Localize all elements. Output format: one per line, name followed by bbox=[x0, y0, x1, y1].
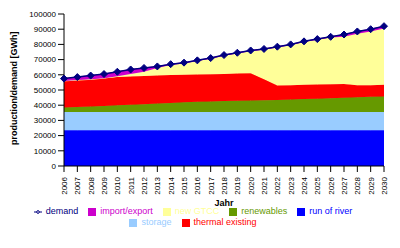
svg-text:2021: 2021 bbox=[260, 176, 269, 194]
svg-text:60000: 60000 bbox=[34, 71, 57, 80]
svg-text:2013: 2013 bbox=[153, 176, 162, 194]
svg-text:20000: 20000 bbox=[34, 131, 57, 140]
svg-text:2029: 2029 bbox=[367, 176, 376, 194]
svg-text:100000: 100000 bbox=[29, 10, 56, 19]
svg-text:0: 0 bbox=[52, 162, 57, 171]
svg-text:2027: 2027 bbox=[340, 176, 349, 194]
svg-text:2026: 2026 bbox=[327, 176, 336, 194]
svg-text:10000: 10000 bbox=[34, 147, 57, 156]
svg-text:2018: 2018 bbox=[220, 176, 229, 194]
svg-text:2015: 2015 bbox=[180, 176, 189, 194]
svg-text:2022: 2022 bbox=[273, 176, 282, 194]
svg-text:2023: 2023 bbox=[287, 176, 296, 194]
svg-text:80000: 80000 bbox=[34, 40, 57, 49]
svg-text:production/demand [GWh]: production/demand [GWh] bbox=[9, 32, 19, 145]
svg-text:2012: 2012 bbox=[140, 176, 149, 194]
svg-text:2009: 2009 bbox=[100, 176, 109, 194]
svg-text:90000: 90000 bbox=[34, 25, 57, 34]
svg-text:30000: 30000 bbox=[34, 116, 57, 125]
svg-text:50000: 50000 bbox=[34, 86, 57, 95]
svg-text:2025: 2025 bbox=[313, 176, 322, 194]
svg-text:2030: 2030 bbox=[380, 176, 389, 194]
html-text:new GTCC: new GTCC bbox=[174, 206, 220, 216]
html-text:demand: demand bbox=[45, 206, 79, 216]
svg-text:2008: 2008 bbox=[87, 176, 96, 194]
svg-text:2006: 2006 bbox=[60, 176, 69, 194]
svg-text:2014: 2014 bbox=[167, 176, 176, 194]
svg-text:2011: 2011 bbox=[127, 176, 136, 194]
svg-text:2010: 2010 bbox=[113, 176, 122, 194]
svg-text:2020: 2020 bbox=[247, 176, 256, 194]
html-text:run of river: run of river bbox=[309, 206, 353, 216]
html-text:renewables: renewables bbox=[241, 206, 288, 216]
svg-text:2007: 2007 bbox=[73, 176, 82, 194]
svg-text:2016: 2016 bbox=[193, 176, 202, 194]
svg-text:2028: 2028 bbox=[353, 176, 362, 194]
html-text:storage: storage bbox=[141, 217, 172, 227]
svg-text:40000: 40000 bbox=[34, 101, 57, 110]
svg-text:70000: 70000 bbox=[34, 55, 57, 64]
html-text:import/export: import/export bbox=[100, 206, 153, 216]
svg-text:2017: 2017 bbox=[207, 176, 216, 194]
svg-text:Jahr: Jahr bbox=[214, 198, 234, 208]
html-text:thermal existing: thermal existing bbox=[193, 217, 257, 227]
svg-text:2019: 2019 bbox=[233, 176, 242, 194]
svg-text:2024: 2024 bbox=[300, 176, 309, 194]
